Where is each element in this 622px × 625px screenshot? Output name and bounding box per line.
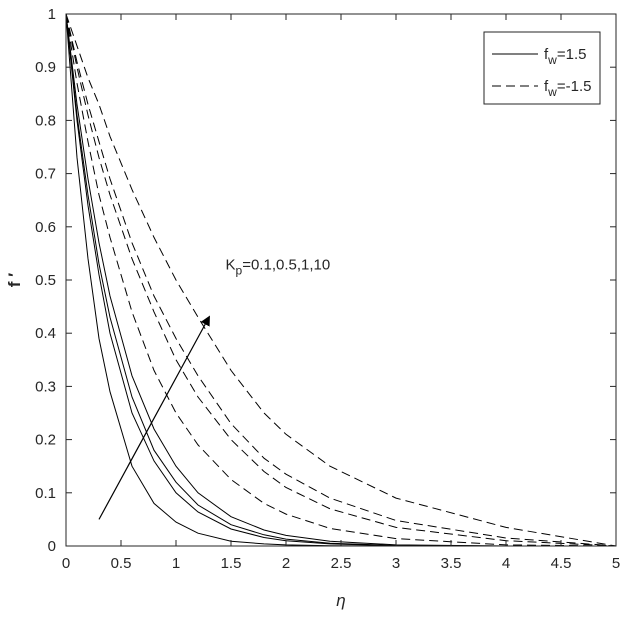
legend: fw=1.5fw=-1.5 — [483, 31, 601, 105]
x-axis-label: η — [336, 591, 345, 610]
y-tick-label: 0 — [48, 538, 56, 555]
x-tick-label: 0 — [62, 555, 70, 572]
y-tick-label: 1 — [48, 6, 56, 23]
series-line-fw-neg-kp-0_5 — [66, 14, 616, 546]
x-tick-label: 3 — [392, 555, 400, 572]
plot-area — [66, 14, 616, 546]
x-tick-label: 1.5 — [221, 555, 242, 572]
y-tick-label: 0.6 — [35, 219, 56, 236]
legend-label-solid-sub: w — [547, 53, 557, 67]
legend-label-solid-rest: =1.5 — [557, 46, 587, 63]
series-line-fw-neg-kp-0_1 — [66, 14, 616, 546]
y-tick-label: 0.4 — [35, 325, 56, 342]
kp-annotation-text-sub: p — [236, 263, 243, 277]
kp-annotation-text-base: K — [226, 256, 236, 273]
legend-label-dashed-sub: w — [547, 85, 557, 99]
x-tick-label: 4 — [502, 555, 510, 572]
series-line-fw-pos-kp-1 — [66, 14, 616, 546]
x-tick-label: 2.5 — [331, 555, 352, 572]
x-tick-label: 4.5 — [551, 555, 572, 572]
y-tick-label: 0.9 — [35, 59, 56, 76]
curves-group — [66, 14, 616, 546]
x-tick-label: 5 — [612, 555, 620, 572]
y-tick-label: 0.2 — [35, 432, 56, 449]
y-tick-label: 0.8 — [35, 112, 56, 129]
x-tick-label: 0.5 — [111, 555, 132, 572]
legend-box — [483, 31, 601, 105]
series-line-fw-neg-kp-10 — [66, 14, 616, 546]
y-tick-label: 0.7 — [35, 166, 56, 183]
y-axis-label: f ′ — [5, 273, 24, 287]
y-tick-label: 0.5 — [35, 272, 56, 289]
kp-annotation-text: Kp=0.1,0.5,1,10 — [226, 256, 331, 277]
legend-label-dashed-base: f — [544, 78, 549, 95]
legend-label-dashed-rest: =-1.5 — [557, 78, 592, 95]
legend-label-solid: fw=1.5 — [544, 46, 586, 67]
annotation: Kp=0.1,0.5,1,10 — [98, 256, 331, 520]
y-tick-label: 0.1 — [35, 485, 56, 502]
axes: 0 0.5 1 1.5 2 2.5 3 3.5 4 4.5 5 0 0.1 0.2 0.3 0.4 0.5 0.6… — [5, 6, 620, 610]
x-tick-label: 2 — [282, 555, 290, 572]
series-line-fw-pos-kp-10 — [66, 14, 616, 546]
legend-label-dashed: fw=-1.5 — [544, 78, 591, 99]
kp-annotation-text-rest: =0.1,0.5,1,10 — [242, 256, 330, 273]
y-tick-label: 0.3 — [35, 378, 56, 395]
x-tick-label: 3.5 — [441, 555, 462, 572]
x-tick-label: 1 — [172, 555, 180, 572]
kp-arrow — [98, 315, 210, 520]
legend-label-solid-base: f — [544, 46, 549, 63]
